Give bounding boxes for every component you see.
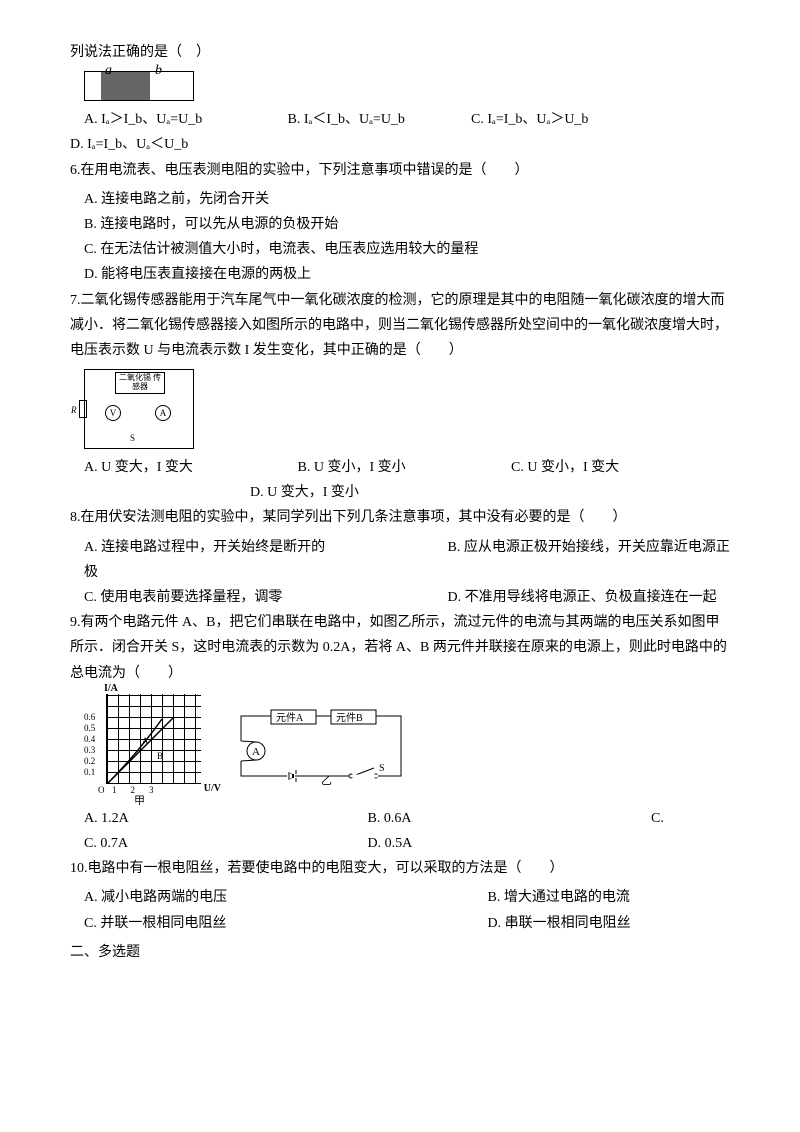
q10-opt-b: B. 增大通过电路的电流 [488,890,630,905]
q9-circuit: 元件A 元件B A S 乙 [231,706,411,786]
q8-row2: C. 使用电表前要选择量程，调零 D. 不准用导线将电源正、负极直接连在一起 [84,585,730,610]
q9-graph-wrapper: I/A A B 0.60.50.40.30.20.1 O 123 U/V 甲 [84,694,201,798]
q9-x-label: U/V [204,780,221,798]
q10-opt-c: C. 并联一根相同电阻丝 [84,911,484,936]
q5-opt-d: D. Iₐ=I_b、Uₐ＜U_b [70,132,188,157]
svg-text:元件A: 元件A [276,712,304,724]
q5-opt-c: C. Iₐ=I_b、Uₐ＞U_b [471,107,651,132]
q7-opt-a: A. U 变大，I 变大 [84,455,294,480]
svg-text:S: S [379,763,385,774]
q10-opt-a: A. 减小电路两端的电压 [84,885,484,910]
q7-opt-c: C. U 变小，I 变大 [511,455,619,480]
q6-opt-b: B. 连接电路时，可以先从电源的负极开始 [84,212,730,237]
svg-text:A: A [252,746,260,758]
q9-opt-c: C. 0.7A [84,831,364,856]
q9-y-ticks: 0.60.50.40.30.20.1 [84,712,95,778]
q5-options: A. Iₐ＞I_b、Uₐ=U_b B. Iₐ＜I_b、Uₐ=U_b C. Iₐ=… [70,107,730,157]
section2-heading: 二、多选题 [70,940,730,965]
q7-figure-circuit: 二氧化锡 传感器 R V A S [84,369,194,449]
q8-opt-d: D. 不准用导线将电源正、负极直接连在一起 [448,590,717,605]
svg-text:元件B: 元件B [336,712,363,724]
q10-row2: C. 并联一根相同电阻丝 D. 串联一根相同电阻丝 [84,911,730,936]
q9-text: 9.有两个电路元件 A、B，把它们串联在电路中，如图乙所示，流过元件的电流与其两… [70,610,730,686]
q10-opt-d: D. 串联一根相同电阻丝 [488,916,631,931]
q6-opt-d: D. 能将电压表直接接在电源的两极上 [84,262,730,287]
q9-opt-c-prefix: C. [651,806,664,831]
q9-opt-b: B. 0.6A [368,806,648,831]
q9-figures: I/A A B 0.60.50.40.30.20.1 O 123 U/V 甲 元… [84,694,730,798]
q5-figure-resistor [84,71,194,101]
q8-opt-a: A. 连接电路过程中，开关始终是断开的 [84,535,444,560]
q9-opt-d: D. 0.5A [368,831,413,856]
q7-ammeter: A [155,405,171,421]
q9-graph-svg: A B [107,694,202,784]
q7-opt-b: B. U 变小，I 变小 [298,455,508,480]
q9-caption-left: 甲 [134,792,145,812]
q7-options: A. U 变大，I 变大 B. U 变小，I 变小 C. U 变小，I 变大 D… [70,455,730,505]
q8-row1: A. 连接电路过程中，开关始终是断开的 B. 应从电源正极开始接线，开关应靠近电… [84,535,730,585]
q9-graph: A B [106,694,201,784]
q7-resistor-r [79,400,87,418]
svg-text:B: B [157,751,163,761]
q10-text: 10.电路中有一根电阻丝，若要使电路中的电阻变大，可以采取的方法是（ ） [70,856,730,881]
q6-text: 6.在用电流表、电压表测电阻的实验中，下列注意事项中错误的是（ ） [70,158,730,183]
svg-text:A: A [142,736,149,746]
q7-switch-s: S [130,430,135,446]
q8-text: 8.在用伏安法测电阻的实验中，某同学列出下列几条注意事项，其中没有必要的是（ ） [70,505,730,530]
q9-origin: O [98,782,105,798]
q7-voltmeter: V [105,405,121,421]
q6-opt-c: C. 在无法估计被测值大小时，电流表、电压表应选用较大的量程 [84,237,730,262]
q5-text: 列说法正确的是（ ） [70,40,730,65]
q7-sensor-box: 二氧化锡 传感器 [115,372,165,394]
q8-opt-c: C. 使用电表前要选择量程，调零 [84,585,444,610]
q7-label-r: R [71,402,77,418]
q9-caption-right: 乙 [321,772,332,792]
q9-options: A. 1.2A B. 0.6A C. C. 0.7A D. 0.5A [70,806,730,856]
q6-opt-a: A. 连接电路之前，先闭合开关 [84,187,730,212]
q9-opt-a: A. 1.2A [84,806,364,831]
q7-text: 7.二氧化锡传感器能用于汽车尾气中一氧化碳浓度的检测，它的原理是其中的电阻随一氧… [70,288,730,364]
q5-opt-a: A. Iₐ＞I_b、Uₐ=U_b [84,107,284,132]
q10-row1: A. 减小电路两端的电压 B. 增大通过电路的电流 [84,885,730,910]
q7-opt-d: D. U 变大，I 变小 [250,480,359,505]
q5-opt-b: B. Iₐ＜I_b、Uₐ=U_b [288,107,468,132]
